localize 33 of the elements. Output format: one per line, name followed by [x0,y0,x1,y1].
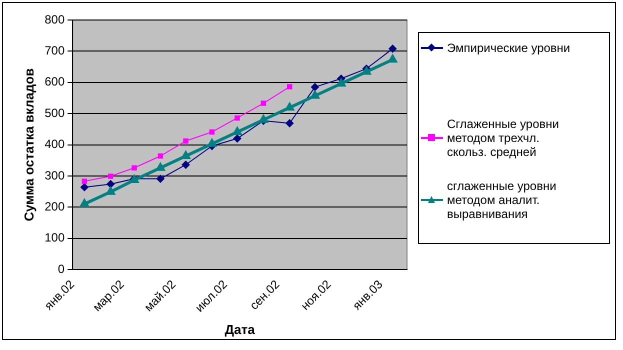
y-tick-label: 200 [44,199,65,214]
point [233,127,242,135]
legend-label: сглаженные уровни методом аналит. выравнивания [447,179,558,221]
y-axis-title: Сумма остатка вкладов [21,68,36,222]
y-tick-label: 700 [44,44,65,58]
y-tick-label: 400 [44,137,65,152]
x-axis-title: Дата [224,322,256,337]
legend-label: Сглаженные уровни методом трехчл. скольз. средней [447,117,560,159]
y-tick-label: 500 [44,106,65,120]
point [233,134,242,143]
y-tick-label: 800 [44,12,65,26]
y-tick-label: 0 [58,262,65,276]
point [132,165,137,170]
point [106,187,115,195]
y-tick-label: 300 [44,168,65,182]
point [182,160,190,169]
point [388,44,397,53]
legend-label: Эмпирические уровни [447,41,570,55]
y-tick-label: 600 [44,74,65,89]
point [108,174,114,179]
point [183,138,188,144]
y-tick-label: 100 [44,230,65,245]
point [106,180,115,188]
point [310,83,319,92]
point [156,174,164,183]
point [287,84,292,90]
point [82,178,88,184]
point [209,129,215,135]
point [158,153,164,159]
point [80,183,88,192]
point [286,119,294,128]
point [260,100,266,106]
point [234,115,240,121]
